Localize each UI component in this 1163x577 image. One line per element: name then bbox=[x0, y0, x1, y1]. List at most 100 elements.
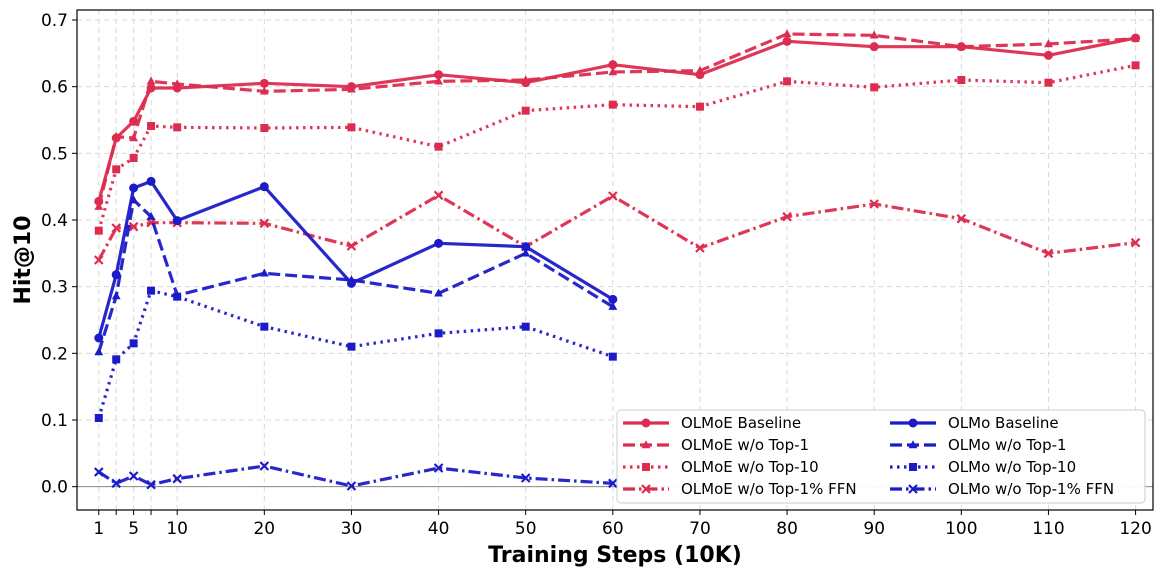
data-point-olmoe-baseline bbox=[259, 78, 269, 88]
series-line-olmoe-w-o-top-1-ffn bbox=[97, 193, 1136, 261]
data-point-olmoe-w-o-top-1-ffn bbox=[111, 223, 121, 233]
data-point-olmo-w-o-top-1-ffn bbox=[259, 461, 270, 471]
data-point-olmoe-w-o-top-1 bbox=[956, 41, 966, 50]
data-point-olmo-w-o-top-10 bbox=[260, 322, 269, 331]
data-point-olmoe-w-o-top-1 bbox=[259, 86, 269, 95]
series-olmo-baseline bbox=[94, 176, 618, 343]
data-point-olmo-baseline bbox=[172, 216, 182, 226]
data-point-olmoe-baseline bbox=[782, 36, 792, 46]
x-tick-label: 70 bbox=[689, 519, 711, 539]
data-point-olmoe-w-o-top-1-ffn bbox=[956, 213, 967, 224]
data-point-olmo-w-o-top-1 bbox=[146, 211, 156, 220]
data-point-olmoe-w-o-top-10 bbox=[260, 124, 269, 132]
data-point-olmoe-w-o-top-1 bbox=[608, 67, 618, 76]
y-tick-label: 0.6 bbox=[41, 78, 68, 98]
data-point-olmoe-w-o-top-1-ffn bbox=[128, 221, 139, 232]
data-point-olmoe-w-o-top-1 bbox=[129, 133, 139, 142]
data-point-olmo-w-o-top-1 bbox=[94, 347, 104, 356]
data-point-olmoe-w-o-top-1 bbox=[1131, 33, 1140, 42]
data-point-olmoe-w-o-top-1-ffn bbox=[259, 218, 270, 229]
y-axis-title: Hit@10 bbox=[11, 215, 36, 304]
data-point-olmoe-w-o-top-10 bbox=[870, 83, 879, 92]
data-point-olmo-w-o-top-10 bbox=[173, 292, 182, 301]
data-point-olmo-w-o-top-10 bbox=[112, 355, 121, 364]
data-point-olmoe-w-o-top-1 bbox=[94, 201, 104, 210]
legend-label-olmoe-baseline: OLMoE Baseline bbox=[681, 414, 801, 432]
x-tick-label: 20 bbox=[253, 519, 275, 539]
data-point-olmoe-w-o-top-1-ffn bbox=[608, 191, 618, 201]
series-line-olmo-w-o-top-1 bbox=[97, 198, 614, 353]
data-point-olmoe-w-o-top-1-ffn bbox=[433, 190, 444, 201]
data-point-olmo-w-o-top-1-ffn bbox=[94, 467, 104, 477]
series-line-olmo-w-o-top-10 bbox=[97, 289, 614, 419]
x-tick-label: 100 bbox=[945, 519, 977, 539]
legend-label-olmo-baseline: OLMo Baseline bbox=[948, 414, 1059, 432]
x-axis-title: Training Steps (10K) bbox=[488, 543, 742, 568]
data-point-olmoe-w-o-top-10 bbox=[129, 154, 138, 162]
data-point-olmo-w-o-top-1 bbox=[259, 268, 269, 277]
x-tick-label: 110 bbox=[1032, 519, 1064, 539]
data-point-olmo-w-o-top-1 bbox=[111, 291, 121, 300]
data-point-olmo-baseline bbox=[129, 183, 139, 193]
y-tick-label: 0.1 bbox=[41, 411, 68, 431]
data-point-olmoe-w-o-top-1 bbox=[172, 79, 182, 88]
data-point-olmo-baseline bbox=[259, 182, 269, 192]
series-olmoe-w-o-top-1-ffn bbox=[94, 190, 1141, 265]
data-point-olmoe-w-o-top-1-ffn bbox=[94, 255, 104, 265]
x-tick-label: 60 bbox=[602, 519, 624, 539]
data-point-olmo-w-o-top-1-ffn bbox=[346, 481, 357, 491]
y-tick-label: 0.7 bbox=[41, 11, 68, 31]
data-point-olmoe-w-o-top-10 bbox=[173, 123, 182, 132]
legend-marker-olmoe-w-o-top-1 bbox=[641, 440, 651, 449]
x-tick-label: 50 bbox=[515, 519, 537, 539]
data-point-olmoe-w-o-top-1 bbox=[1044, 39, 1053, 48]
data-point-olmo-w-o-top-1 bbox=[608, 301, 618, 310]
y-tick-label: 0.3 bbox=[41, 278, 68, 298]
series-olmo-w-o-top-10 bbox=[94, 286, 617, 422]
series-line-olmoe-w-o-top-1 bbox=[97, 32, 1136, 208]
legend-box bbox=[616, 409, 1146, 504]
data-point-olmoe-w-o-top-10 bbox=[695, 102, 704, 111]
x-tick-label: 30 bbox=[341, 519, 363, 539]
data-point-olmoe-w-o-top-1-ffn bbox=[782, 211, 792, 222]
data-point-olmoe-w-o-top-1 bbox=[521, 75, 531, 84]
series-olmoe-w-o-top-1 bbox=[94, 29, 1140, 210]
x-tick-label: 90 bbox=[863, 519, 885, 539]
series-layer bbox=[94, 29, 1141, 491]
data-point-olmoe-w-o-top-10 bbox=[347, 123, 356, 132]
data-point-olmo-w-o-top-1 bbox=[347, 275, 356, 284]
data-point-olmo-w-o-top-1-ffn bbox=[111, 478, 121, 489]
series-olmo-w-o-top-1-ffn bbox=[94, 461, 618, 491]
data-point-olmo-baseline bbox=[434, 238, 444, 248]
series-olmoe-w-o-top-10 bbox=[94, 61, 1140, 235]
legend-label-olmoe-w-o-top-1: OLMoE w/o Top-1 bbox=[681, 436, 809, 454]
data-point-olmo-w-o-top-10 bbox=[521, 322, 530, 331]
data-point-olmoe-w-o-top-1-ffn bbox=[1130, 237, 1141, 248]
data-point-olmoe-w-o-top-1-ffn bbox=[1043, 248, 1054, 259]
series-line-olmo-w-o-top-1-ffn bbox=[97, 464, 613, 488]
data-point-olmo-w-o-top-10 bbox=[147, 286, 156, 295]
data-point-olmoe-w-o-top-1 bbox=[146, 76, 156, 85]
data-point-olmoe-w-o-top-1-ffn bbox=[346, 241, 357, 251]
x-tick-label: 10 bbox=[166, 519, 188, 539]
data-point-olmoe-w-o-top-1 bbox=[111, 131, 121, 140]
data-point-olmo-w-o-top-1-ffn bbox=[172, 473, 182, 484]
data-point-olmo-w-o-top-1-ffn bbox=[433, 463, 444, 473]
data-point-olmo-w-o-top-1-ffn bbox=[146, 479, 156, 490]
y-tick-label: 0.5 bbox=[41, 144, 68, 164]
data-point-olmoe-w-o-top-1-ffn bbox=[869, 199, 879, 209]
data-point-olmo-w-o-top-10 bbox=[434, 329, 443, 338]
legend-label-olmo-w-o-top-10: OLMo w/o Top-10 bbox=[948, 458, 1076, 476]
legend-label-olmo-w-o-top-1: OLMo w/o Top-1 bbox=[948, 436, 1067, 454]
data-point-olmoe-w-o-top-10 bbox=[608, 100, 617, 109]
data-point-olmoe-w-o-top-10 bbox=[94, 226, 103, 235]
legend-marker-olmo-w-o-top-1 bbox=[908, 440, 918, 449]
y-tick-label: 0.2 bbox=[41, 344, 68, 364]
data-point-olmo-w-o-top-1-ffn bbox=[128, 471, 139, 481]
legend-label-olmo-w-o-top-1-ffn: OLMo w/o Top-1% FFN bbox=[948, 480, 1114, 498]
x-tick-label: 40 bbox=[428, 519, 450, 539]
legend-marker-olmo-w-o-top-1-ffn bbox=[908, 484, 918, 494]
data-point-olmoe-w-o-top-1 bbox=[869, 30, 879, 39]
data-point-olmoe-w-o-top-10 bbox=[957, 76, 966, 84]
